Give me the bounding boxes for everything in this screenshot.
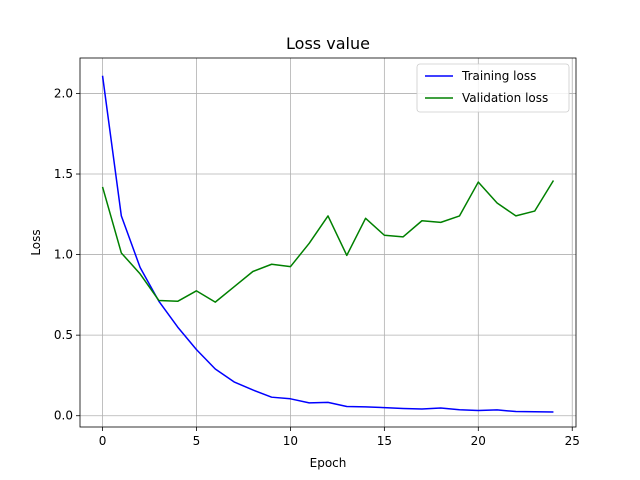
x-tick-label: 10 xyxy=(283,434,298,448)
series-layer xyxy=(101,75,555,413)
x-tick-label: 15 xyxy=(377,434,392,448)
axis-ticks: 0 5 10 15 20 25 0.0 0.5 1.0 1.5 2.0 xyxy=(54,86,580,448)
y-tick-label: 2.0 xyxy=(54,86,73,100)
chart-title: Loss value xyxy=(286,34,370,53)
x-tick-label: 0 xyxy=(99,434,107,448)
y-axis-label: Loss xyxy=(29,229,43,255)
legend: Training loss Validation loss xyxy=(416,63,570,113)
x-tick-label: 25 xyxy=(565,434,580,448)
y-tick-label: 1.0 xyxy=(54,248,73,262)
series-line-training-loss xyxy=(101,75,554,413)
x-tick-label: 5 xyxy=(193,434,201,448)
y-tick-label: 0.5 xyxy=(54,328,73,342)
legend-label: Training loss xyxy=(461,69,536,83)
legend-box xyxy=(416,63,570,113)
x-axis-label: Epoch xyxy=(310,456,347,470)
grid xyxy=(80,58,576,427)
y-tick-label: 0.0 xyxy=(54,409,73,423)
plot-frame xyxy=(79,57,577,428)
series-line-validation-loss xyxy=(101,180,555,303)
legend-label: Validation loss xyxy=(462,91,548,105)
x-tick-label: 20 xyxy=(471,434,486,448)
y-tick-label: 1.5 xyxy=(54,167,73,181)
